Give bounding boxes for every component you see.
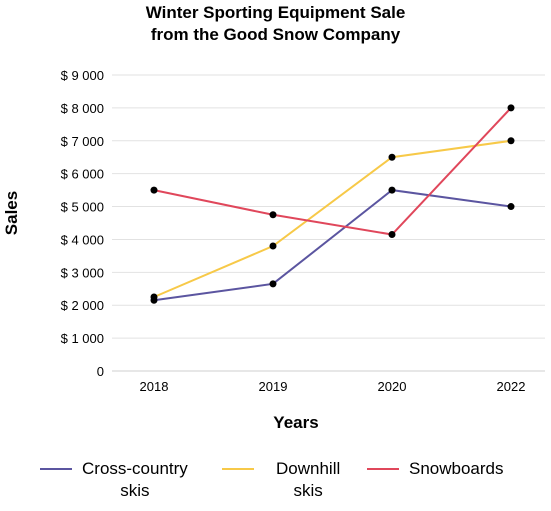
series-line-cross-country-skis (153, 189, 512, 302)
data-point-downhill-skis (507, 137, 515, 145)
x-axis-ticks: 2018 2019 2020 2022 (140, 379, 526, 394)
y-tick-label: $ 6 000 (61, 167, 104, 182)
legend-swatch-downhill-skis (222, 468, 254, 470)
legend-item-snowboards: Snowboards (367, 458, 504, 480)
legend-label-line: skis (120, 481, 150, 500)
data-point-cross-country-skis (388, 186, 396, 194)
legend-label-snowboards: Snowboards (409, 458, 504, 480)
legend-label-line: Downhill (276, 459, 341, 478)
chart-title-line-2: from the Good Snow Company (150, 25, 401, 44)
y-tick-label: $ 3 000 (61, 265, 104, 280)
legend-label-downhill-skis: Downhill skis (276, 458, 340, 502)
data-point-snowboards (269, 211, 277, 219)
x-tick-label: 2019 (259, 379, 288, 394)
legend-item-downhill-skis: Downhill skis (222, 458, 340, 502)
data-point-snowboards (388, 231, 396, 239)
y-tick-label: $ 4 000 (61, 232, 104, 247)
legend-label-line: skis (293, 481, 323, 500)
legend-swatch-cross-country-skis (40, 468, 72, 470)
legend-item-cross-country-skis: Cross-country skis (40, 458, 188, 502)
line-chart: 0 $ 1 000 $ 2 000 $ 3 000 $ 4 000 $ 5 000 $ 6 … (2, 68, 545, 432)
y-tick-label: $ 7 000 (61, 134, 104, 149)
y-tick-label: $ 2 000 (61, 298, 104, 313)
y-tick-label: 0 (97, 364, 104, 379)
data-point-snowboards (507, 104, 515, 112)
data-point-cross-country-skis (507, 203, 515, 211)
y-axis-ticks: 0 $ 1 000 $ 2 000 $ 3 000 $ 4 000 $ 5 000 $ 6 … (61, 68, 104, 379)
y-tick-label: $ 9 000 (61, 68, 104, 83)
x-tick-label: 2018 (140, 379, 169, 394)
data-point-downhill-skis (388, 153, 396, 161)
data-point-downhill-skis (150, 293, 158, 301)
y-tick-label: $ 5 000 (61, 200, 104, 215)
legend: Cross-country skis Downhill skis Snowboa… (0, 458, 551, 508)
y-tick-label: $ 1 000 (61, 331, 104, 346)
data-point-downhill-skis (269, 242, 277, 250)
chart-title-line-1: Winter Sporting Equipment Sale (145, 3, 406, 22)
y-axis-label: Sales (2, 191, 21, 235)
legend-label-line: Snowboards (409, 459, 504, 478)
legend-swatch-snowboards (367, 468, 399, 470)
gridlines (112, 74, 545, 372)
series-line-downhill-skis (153, 139, 512, 298)
x-axis-label: Years (273, 413, 318, 432)
series-markers (150, 104, 515, 304)
chart-title: Winter Sporting Equipment Sale from the … (0, 2, 551, 46)
data-point-cross-country-skis (269, 280, 277, 288)
y-tick-label: $ 8 000 (61, 101, 104, 116)
data-point-snowboards (150, 186, 158, 194)
legend-label-cross-country-skis: Cross-country skis (82, 458, 188, 502)
legend-label-line: Cross-country (82, 459, 188, 478)
x-tick-label: 2020 (378, 379, 407, 394)
x-tick-label: 2022 (497, 379, 526, 394)
series-line-snowboards (153, 107, 512, 236)
series-lines (153, 107, 512, 302)
